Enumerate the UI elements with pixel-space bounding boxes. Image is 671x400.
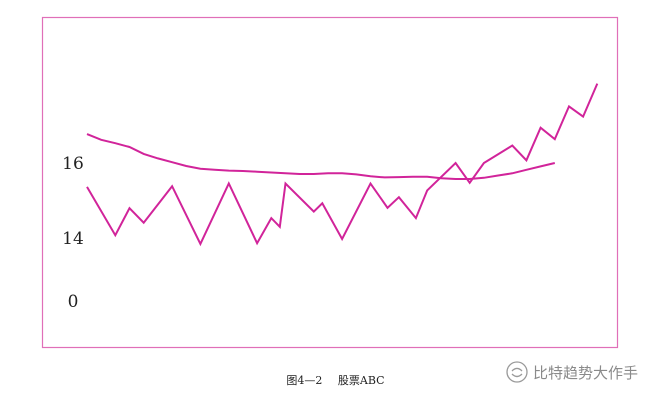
y-tick-label: 14 [62,229,84,249]
chart-frame [41,16,619,349]
watermark-text: 比特趋势大作手 [533,363,639,382]
y-tick-label: 0 [68,292,79,312]
caption-figure-number: 图4—2 [286,374,323,387]
wechat-logo-icon [506,361,528,383]
moving-average-line [86,133,556,180]
y-tick-label: 16 [62,154,84,174]
figure-caption: 图4—2 股票ABC [0,372,671,388]
caption-title: 股票ABC [337,374,385,387]
watermark: 比特趋势大作手 [506,361,638,383]
price-line [86,83,599,247]
